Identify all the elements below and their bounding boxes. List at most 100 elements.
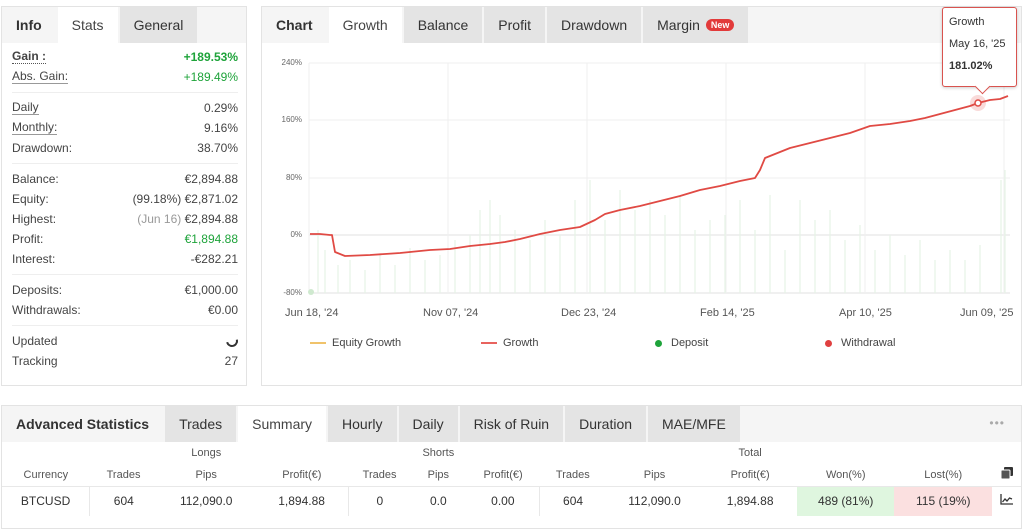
monthly-value: 9.16% xyxy=(203,121,238,135)
col-long-profit: Profit(€) xyxy=(282,468,322,481)
legend-dot-icon xyxy=(655,339,662,347)
monthly-label[interactable]: Monthly: xyxy=(12,120,58,135)
divider xyxy=(12,274,238,275)
legend-label: Withdrawal xyxy=(841,337,896,349)
divider xyxy=(12,92,238,93)
cell-currency: BTCUSD xyxy=(2,485,90,516)
tab-profit[interactable]: Profit xyxy=(484,7,545,43)
profit-value: €1,894.88 xyxy=(184,232,238,246)
tab-margin-label: Margin xyxy=(657,17,700,33)
legend-withdrawal[interactable]: Withdrawal xyxy=(825,337,895,349)
withdrawals-value: €0.00 xyxy=(207,303,238,317)
cell-short-pips: 0.0 xyxy=(410,485,467,516)
tab-stats[interactable]: Stats xyxy=(57,7,118,43)
tracking-label: Tracking xyxy=(12,354,58,368)
tab-duration[interactable]: Duration xyxy=(565,406,647,442)
legend-equity-growth[interactable]: Equity Growth xyxy=(310,337,401,349)
chart-icon[interactable] xyxy=(992,485,1021,516)
legend-label: Growth xyxy=(503,337,539,349)
withdrawals-label: Withdrawals: xyxy=(12,303,81,317)
col-short-trades: Trades xyxy=(362,468,397,481)
col-total-profit: Profit(€) xyxy=(730,468,770,481)
cell-long-pips: 112,090.0 xyxy=(157,485,256,516)
group-header-longs: Longs xyxy=(191,447,222,459)
legend-dot-icon xyxy=(825,339,832,347)
stats-tabbar: Info Stats General xyxy=(2,7,246,43)
daily-value: 0.29% xyxy=(203,101,238,115)
chart-title: Chart xyxy=(262,7,327,43)
daily-label[interactable]: Daily xyxy=(12,100,39,115)
more-dots-icon[interactable]: ••• xyxy=(989,416,1005,430)
drawdown-value: 38.70% xyxy=(197,141,238,155)
tab-trades[interactable]: Trades xyxy=(165,406,237,442)
tracking-row: Tracking 27 xyxy=(12,351,238,371)
withdrawals-row: Withdrawals: €0.00 xyxy=(12,300,238,320)
equity-percent: (99.18%) xyxy=(132,192,182,206)
cell-won: 489 (81%) xyxy=(796,485,895,516)
cell-lost: 115 (19%) xyxy=(894,485,992,516)
tab-growth[interactable]: Growth xyxy=(328,7,402,43)
col-lost: Lost(%) xyxy=(924,468,963,481)
advanced-title: Advanced Statistics xyxy=(2,406,164,442)
advanced-tabbar: Advanced Statistics Trades Summary Hourl… xyxy=(2,406,1021,442)
chart-tabbar: Chart Growth Balance Profit Drawdown Mar… xyxy=(262,7,1021,43)
tab-margin[interactable]: Margin New xyxy=(643,7,749,43)
highest-row: Highest: (Jun 16) €2,894.88 xyxy=(12,209,238,229)
tab-mae-mfe[interactable]: MAE/MFE xyxy=(648,406,740,442)
col-won: Won(%) xyxy=(825,468,866,481)
interest-label: Interest: xyxy=(12,252,56,266)
tab-hourly[interactable]: Hourly xyxy=(328,406,397,442)
summary-table: Longs Shorts Total Currency Trades Pips … xyxy=(2,442,1021,516)
legend-label: Equity Growth xyxy=(332,337,402,349)
deposits-label: Deposits: xyxy=(12,283,63,297)
daily-row: Daily 0.29% xyxy=(12,98,238,118)
monthly-row: Monthly: 9.16% xyxy=(12,118,238,138)
group-header-total: Total xyxy=(738,447,762,459)
equity-value: €2,871.02 xyxy=(184,192,238,206)
gain-label[interactable]: Gain : xyxy=(12,49,47,64)
cell-short-profit: 0.00 xyxy=(466,485,540,516)
highest-date: (Jun 16) xyxy=(137,212,182,226)
cell-total-pips: 112,090.0 xyxy=(605,485,704,516)
legend-deposit[interactable]: Deposit xyxy=(655,337,708,349)
interest-row: Interest: -€282.21 xyxy=(12,249,238,269)
deposits-value: €1,000.00 xyxy=(184,283,238,297)
tab-general[interactable]: General xyxy=(119,7,198,43)
tab-daily[interactable]: Daily xyxy=(398,406,458,442)
col-total-trades: Trades xyxy=(555,468,590,481)
group-header-row: Longs Shorts Total xyxy=(2,442,1021,464)
legend-growth[interactable]: Growth xyxy=(481,337,538,349)
legend-line-icon xyxy=(310,342,326,344)
col-currency: Currency xyxy=(23,468,69,481)
profit-row: Profit: €1,894.88 xyxy=(12,229,238,249)
table-row: BTCUSD 604 112,090.0 1,894.88 0 0.0 0.00… xyxy=(2,485,1021,516)
abs-gain-row: Abs. Gain: +189.49% xyxy=(12,67,238,87)
tab-info[interactable]: Info xyxy=(2,7,56,43)
tab-risk-of-ruin[interactable]: Risk of Ruin xyxy=(459,406,564,442)
interest-value: -€282.21 xyxy=(190,252,238,266)
drawdown-label: Drawdown: xyxy=(12,141,73,155)
col-short-profit: Profit(€) xyxy=(483,468,523,481)
tab-summary[interactable]: Summary xyxy=(238,406,327,442)
legend-label: Deposit xyxy=(671,337,709,349)
cell-total-trades: 604 xyxy=(539,485,606,516)
balance-label: Balance: xyxy=(12,172,59,186)
abs-gain-label[interactable]: Abs. Gain: xyxy=(12,69,69,84)
highest-value: €2,894.88 xyxy=(184,212,238,226)
col-total-pips: Pips xyxy=(643,468,666,481)
tab-balance[interactable]: Balance xyxy=(403,7,483,43)
tracking-value: 27 xyxy=(224,354,238,368)
loading-spinner-icon xyxy=(223,332,241,350)
stats-panel: Info Stats General Gain : +189.53% Abs. … xyxy=(1,6,247,386)
copy-icon[interactable] xyxy=(992,464,1021,486)
drawdown-row: Drawdown: 38.70% xyxy=(12,138,238,158)
group-header-shorts: Shorts xyxy=(422,447,455,459)
tab-drawdown[interactable]: Drawdown xyxy=(546,7,642,43)
cell-long-trades: 604 xyxy=(89,485,158,516)
updated-label: Updated xyxy=(12,334,58,348)
profit-label: Profit: xyxy=(12,232,44,246)
new-badge: New xyxy=(705,19,735,31)
abs-gain-value: +189.49% xyxy=(183,70,238,84)
highest-label: Highest: xyxy=(12,212,57,226)
chart-panel: Chart Growth Balance Profit Drawdown Mar… xyxy=(261,6,1022,386)
